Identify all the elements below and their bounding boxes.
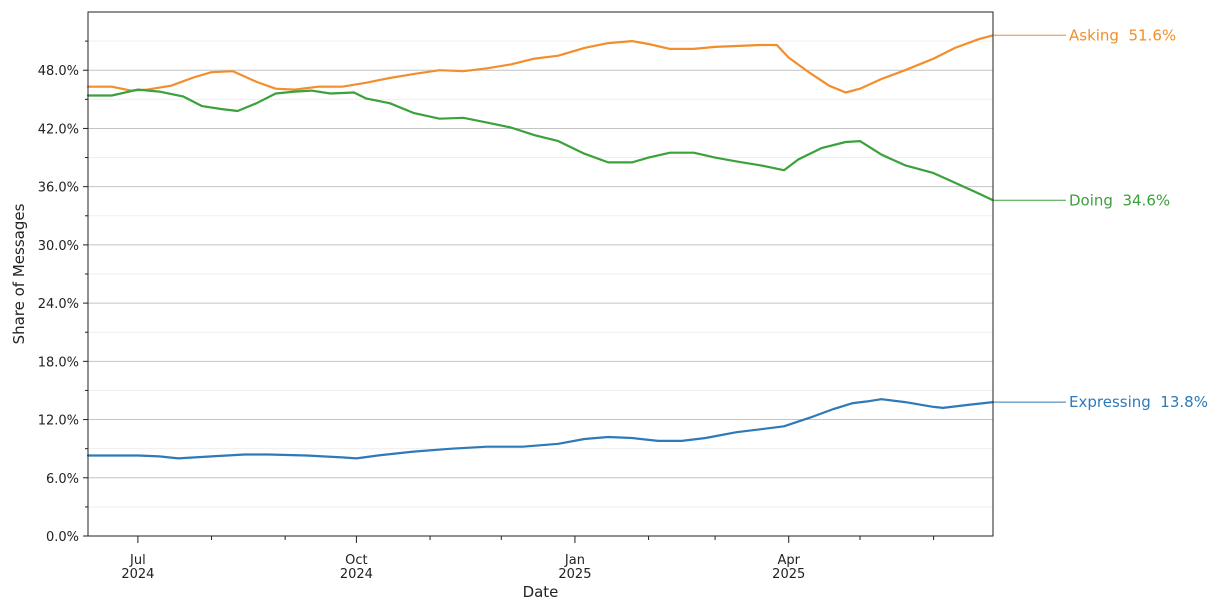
y-tick-label: 36.0% xyxy=(38,181,79,196)
x-tick-label-month: Apr xyxy=(777,553,800,568)
x-tick-label-year: 2024 xyxy=(340,567,373,582)
x-tick-label-month: Jul xyxy=(129,553,146,568)
x-axis-title: Date xyxy=(523,583,559,601)
series-label-asking: Asking 51.6% xyxy=(1069,26,1176,44)
y-tick-label: 30.0% xyxy=(38,239,79,254)
x-tick-label-year: 2025 xyxy=(772,567,805,582)
series-line-asking xyxy=(86,34,995,94)
y-tick-label: 0.0% xyxy=(46,530,79,545)
x-tick-label-year: 2025 xyxy=(558,567,591,582)
x-tick-label-month: Jan xyxy=(564,553,585,568)
y-tick-label: 6.0% xyxy=(46,472,79,487)
y-tick-label: 24.0% xyxy=(38,297,79,312)
series-line-doing xyxy=(86,88,995,202)
series-label-doing: Doing 34.6% xyxy=(1069,191,1170,209)
y-tick-label: 18.0% xyxy=(38,355,79,370)
series-label-expressing: Expressing 13.8% xyxy=(1069,393,1208,411)
series-end-labels: Asking 51.6% Doing 34.6% Expressing 13.8% xyxy=(993,26,1208,411)
y-tick-label: 48.0% xyxy=(38,64,79,79)
x-tick-label-month: Oct xyxy=(345,553,367,568)
y-axis: 0.0% 6.0% 12.0% 18.0% 24.0% 30.0% 36.0% 42.0% 48… xyxy=(38,40,88,545)
series-line-expressing xyxy=(86,398,995,460)
y-tick-label: 42.0% xyxy=(38,122,79,137)
x-tick-label-year: 2024 xyxy=(121,567,154,582)
grid-lines xyxy=(88,40,993,537)
y-axis-title: Share of Messages xyxy=(10,203,28,344)
series-lines xyxy=(86,34,995,460)
y-tick-label: 12.0% xyxy=(38,414,79,429)
